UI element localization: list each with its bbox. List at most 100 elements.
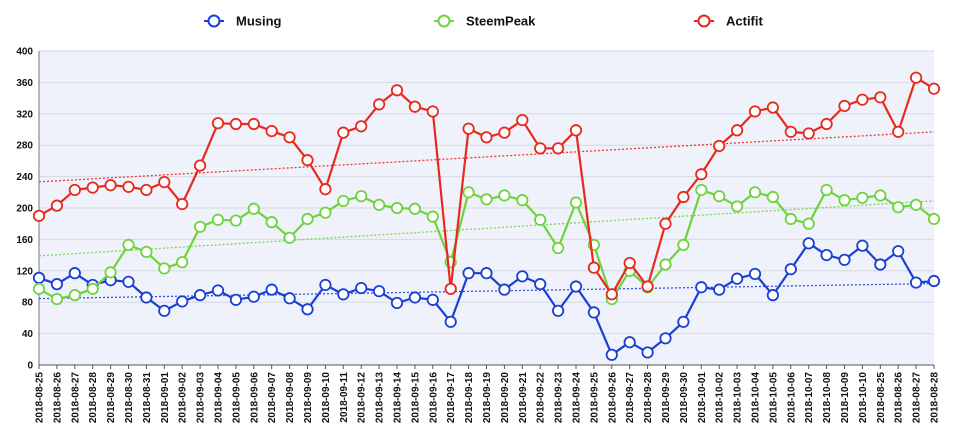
data-point — [462, 122, 475, 135]
legend-marker — [207, 14, 221, 28]
data-point — [748, 267, 762, 281]
x-tick-label: 2018-09-10 — [321, 372, 332, 424]
data-point — [301, 212, 314, 226]
y-tick-label: 40 — [22, 329, 34, 340]
x-tick-label: 2018-09-19 — [482, 372, 493, 424]
data-point — [641, 280, 654, 293]
x-tick-label: 2018-09-22 — [536, 372, 547, 424]
x-tick-label: 2018-09-25 — [589, 372, 600, 424]
data-point — [480, 267, 493, 280]
data-point — [158, 304, 171, 317]
x-tick-label: 2018-08-27 — [912, 372, 923, 424]
data-point — [641, 346, 654, 359]
data-point — [319, 206, 332, 219]
data-point — [820, 183, 833, 197]
x-tick-label: 2018-09-11 — [339, 372, 350, 423]
trendline — [38, 131, 935, 183]
data-point — [713, 190, 726, 203]
data-point — [122, 275, 135, 288]
data-point — [158, 175, 171, 189]
data-point — [498, 189, 511, 202]
y-tick-label: 80 — [22, 298, 34, 309]
x-tick-label: 2018-08-25 — [876, 372, 887, 424]
x-tick-label: 2018-10-02 — [715, 372, 726, 424]
data-point — [265, 124, 278, 138]
data-point — [265, 283, 278, 296]
x-tick-label: 2018-09-21 — [518, 372, 529, 424]
legend-item-actifit: Actifit — [694, 14, 764, 29]
data-point — [909, 198, 923, 211]
x-tick-label: 2018-08-27 — [70, 372, 81, 424]
x-tick-label: 2018-09-09 — [303, 372, 314, 424]
data-point — [695, 168, 708, 181]
data-point — [86, 181, 99, 194]
series — [32, 71, 941, 361]
x-tick-label: 2018-08-26 — [52, 372, 63, 424]
x-tick-label: 2018-08-26 — [894, 372, 905, 424]
data-point — [766, 190, 780, 204]
data-point — [874, 189, 887, 202]
x-tick-label: 2018-08-30 — [124, 372, 135, 424]
data-point — [713, 283, 726, 296]
data-point — [838, 253, 851, 266]
data-point — [927, 212, 941, 226]
data-point — [713, 139, 726, 153]
data-point — [176, 295, 189, 308]
x-tick-label: 2018-09-17 — [446, 372, 457, 424]
data-point — [50, 278, 64, 291]
data-point — [462, 267, 475, 280]
x-tick-label: 2018-08-28 — [930, 372, 941, 424]
data-point — [802, 217, 815, 230]
x-tick-label: 2018-09-29 — [661, 372, 672, 424]
y-tick-label: 0 — [27, 361, 33, 372]
data-point — [140, 183, 153, 197]
legend-item-steempeak: SteemPeak — [434, 14, 536, 29]
legend-marker — [697, 14, 711, 28]
data-point — [50, 199, 64, 212]
x-tick-label: 2018-08-28 — [88, 372, 99, 424]
data-point — [623, 336, 636, 349]
data-point — [211, 213, 225, 226]
data-point — [68, 183, 81, 197]
trendline — [38, 282, 935, 300]
data-point — [319, 278, 332, 292]
data-point — [730, 200, 744, 213]
x-tick-label: 2018-10-05 — [768, 372, 779, 424]
data-point — [856, 93, 869, 106]
series-actifit — [32, 71, 941, 301]
data-point — [140, 245, 153, 259]
x-tick-label: 2018-09-24 — [572, 372, 583, 424]
data-point — [856, 191, 869, 204]
x-tick-label: 2018-09-30 — [679, 372, 690, 424]
x-tick-label: 2018-09-12 — [357, 372, 368, 424]
x-tick-labels: 2018-08-25 2018-08-26 2018-08-27 2018-08-28… — [35, 372, 941, 424]
x-tick-label: 2018-10-01 — [697, 372, 708, 424]
data-point — [516, 270, 529, 283]
data-point — [283, 131, 296, 144]
x-tick-label: 2018-10-06 — [786, 372, 797, 424]
data-point — [480, 131, 493, 144]
data-point — [247, 117, 260, 131]
data-point — [176, 256, 189, 269]
y-tick-label: 240 — [16, 172, 33, 183]
data-point — [337, 126, 350, 139]
data-point — [355, 190, 368, 203]
data-point — [50, 292, 64, 306]
data-point — [337, 194, 350, 208]
trendlines — [38, 131, 935, 300]
x-tick-label: 2018-09-01 — [160, 372, 171, 424]
data-point — [68, 289, 81, 302]
data-point — [229, 214, 242, 227]
data-point — [605, 348, 618, 361]
data-point — [408, 291, 421, 304]
x-tick-label: 2018-10-09 — [840, 372, 851, 424]
data-point — [372, 98, 386, 111]
data-point — [659, 332, 672, 345]
x-tick-label: 2018-10-04 — [751, 372, 762, 424]
data-point — [730, 124, 744, 137]
data-point — [480, 193, 493, 206]
data-point — [32, 282, 46, 295]
series-musing — [32, 237, 941, 361]
data-point — [140, 291, 153, 304]
